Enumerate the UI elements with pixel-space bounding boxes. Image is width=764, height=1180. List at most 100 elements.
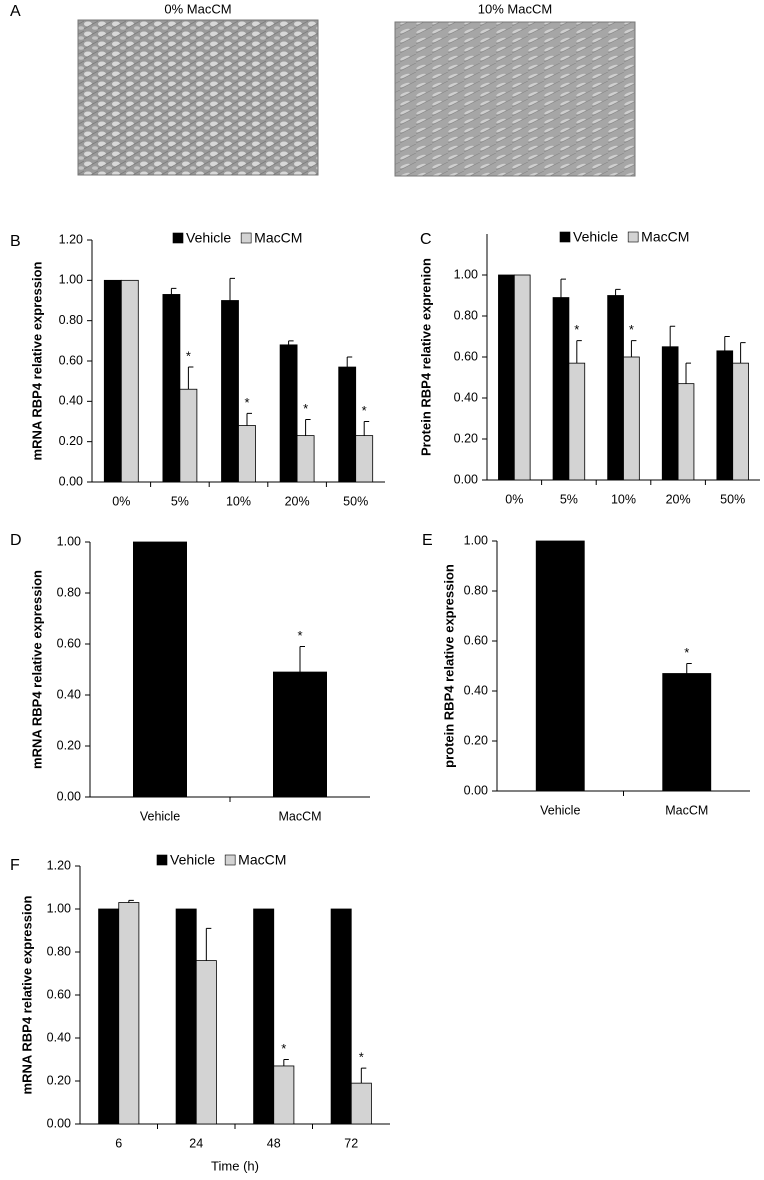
significance-mark: * xyxy=(629,322,634,337)
significance-mark: * xyxy=(684,645,689,660)
x-tick-label: MacCM xyxy=(665,803,708,817)
x-tick-label: 24 xyxy=(189,1136,203,1150)
y-tick-label: 0.20 xyxy=(59,434,83,448)
x-tick-label: 6 xyxy=(115,1136,122,1150)
error-bar xyxy=(187,366,194,390)
y-tick-label: 0.40 xyxy=(454,390,478,404)
y-axis-label: mRNA RBP4 relative expression xyxy=(19,895,34,1094)
bar xyxy=(132,541,187,798)
bar xyxy=(175,908,197,1125)
legend-label: MacCM xyxy=(238,852,286,868)
bar xyxy=(355,435,374,483)
y-tick-label: 0.00 xyxy=(454,472,478,486)
significance-mark: * xyxy=(359,1050,364,1065)
error-bar xyxy=(360,1067,367,1084)
bar xyxy=(535,540,585,792)
bar xyxy=(296,435,315,483)
significance-mark: * xyxy=(303,401,308,416)
legend-swatch xyxy=(224,854,236,866)
error-bar xyxy=(288,340,294,345)
bar xyxy=(273,1065,295,1125)
bar xyxy=(195,960,217,1125)
y-tick-label: 0.80 xyxy=(47,944,71,958)
bar xyxy=(162,294,181,483)
error-bar xyxy=(630,340,637,357)
error-bar xyxy=(576,340,582,364)
x-tick-label: 50% xyxy=(720,492,745,506)
bar xyxy=(103,279,122,483)
bar xyxy=(607,295,624,481)
significance-mark: * xyxy=(297,628,302,643)
y-axis-label: protein RBP4 relative expression xyxy=(441,564,456,768)
x-axis-label: Time (h) xyxy=(211,1158,259,1173)
bar xyxy=(568,362,586,481)
y-tick-label: 1.00 xyxy=(454,267,478,281)
error-bar xyxy=(246,412,252,426)
bar xyxy=(498,274,515,481)
error-bar xyxy=(685,362,692,384)
legend-swatch xyxy=(156,854,168,866)
x-tick-label: 72 xyxy=(344,1136,358,1150)
x-tick-label: 0% xyxy=(112,494,130,508)
error-bar xyxy=(170,287,177,295)
y-tick-label: 0.00 xyxy=(47,1116,71,1130)
error-bar xyxy=(305,418,311,436)
y-tick-label: 0.40 xyxy=(59,394,83,408)
y-tick-label: 0.00 xyxy=(57,789,81,803)
legend-swatch xyxy=(172,232,184,244)
bar xyxy=(253,908,275,1125)
x-tick-label: Vehicle xyxy=(140,809,180,823)
y-tick-label: 0.40 xyxy=(464,683,488,697)
significance-mark: * xyxy=(362,403,367,418)
significance-mark: * xyxy=(244,395,249,410)
bar xyxy=(120,279,139,483)
micrograph xyxy=(394,21,636,177)
error-bar xyxy=(560,278,566,298)
bar xyxy=(98,908,120,1125)
y-tick-label: 0.20 xyxy=(464,733,488,747)
error-bar xyxy=(740,342,746,364)
error-bar xyxy=(686,663,692,674)
bar xyxy=(330,908,352,1125)
y-tick-label: 0.60 xyxy=(47,987,71,1001)
bar xyxy=(350,1082,372,1125)
panel-letter: C xyxy=(420,231,432,248)
x-tick-label: 10% xyxy=(226,494,251,508)
y-tick-label: 0.60 xyxy=(454,349,478,363)
y-tick-label: 0.60 xyxy=(464,633,488,647)
error-bar xyxy=(724,336,730,351)
y-tick-label: 1.00 xyxy=(57,534,81,548)
y-tick-label: 0.40 xyxy=(57,687,81,701)
legend-label: Vehicle xyxy=(573,229,618,245)
micrograph xyxy=(77,19,319,176)
panel-letter: B xyxy=(10,233,21,250)
error-bar xyxy=(283,1059,289,1066)
bar xyxy=(716,350,734,481)
error-bar xyxy=(299,646,305,673)
y-tick-label: 0.60 xyxy=(57,636,81,650)
y-tick-label: 1.00 xyxy=(47,901,71,915)
y-tick-label: 1.00 xyxy=(464,533,488,547)
y-tick-label: 0.60 xyxy=(59,353,83,367)
bar xyxy=(623,356,640,481)
x-tick-label: 50% xyxy=(343,494,368,508)
x-tick-label: 5% xyxy=(171,494,189,508)
significance-mark: * xyxy=(574,322,579,337)
bar xyxy=(179,388,198,483)
panel-letter: F xyxy=(10,857,20,874)
x-tick-label: 0% xyxy=(505,492,523,506)
y-tick-label: 0.00 xyxy=(464,783,488,797)
error-bar xyxy=(346,356,353,368)
bar xyxy=(677,383,695,481)
panel-letter: D xyxy=(10,532,22,549)
y-tick-label: 0.80 xyxy=(464,583,488,597)
panel-letter: A xyxy=(10,3,21,20)
bar xyxy=(662,673,712,792)
bar xyxy=(513,274,531,481)
x-tick-label: 20% xyxy=(666,492,691,506)
y-tick-label: 0.00 xyxy=(59,474,83,488)
y-tick-label: 0.20 xyxy=(47,1073,71,1087)
legend-label: Vehicle xyxy=(186,230,231,246)
